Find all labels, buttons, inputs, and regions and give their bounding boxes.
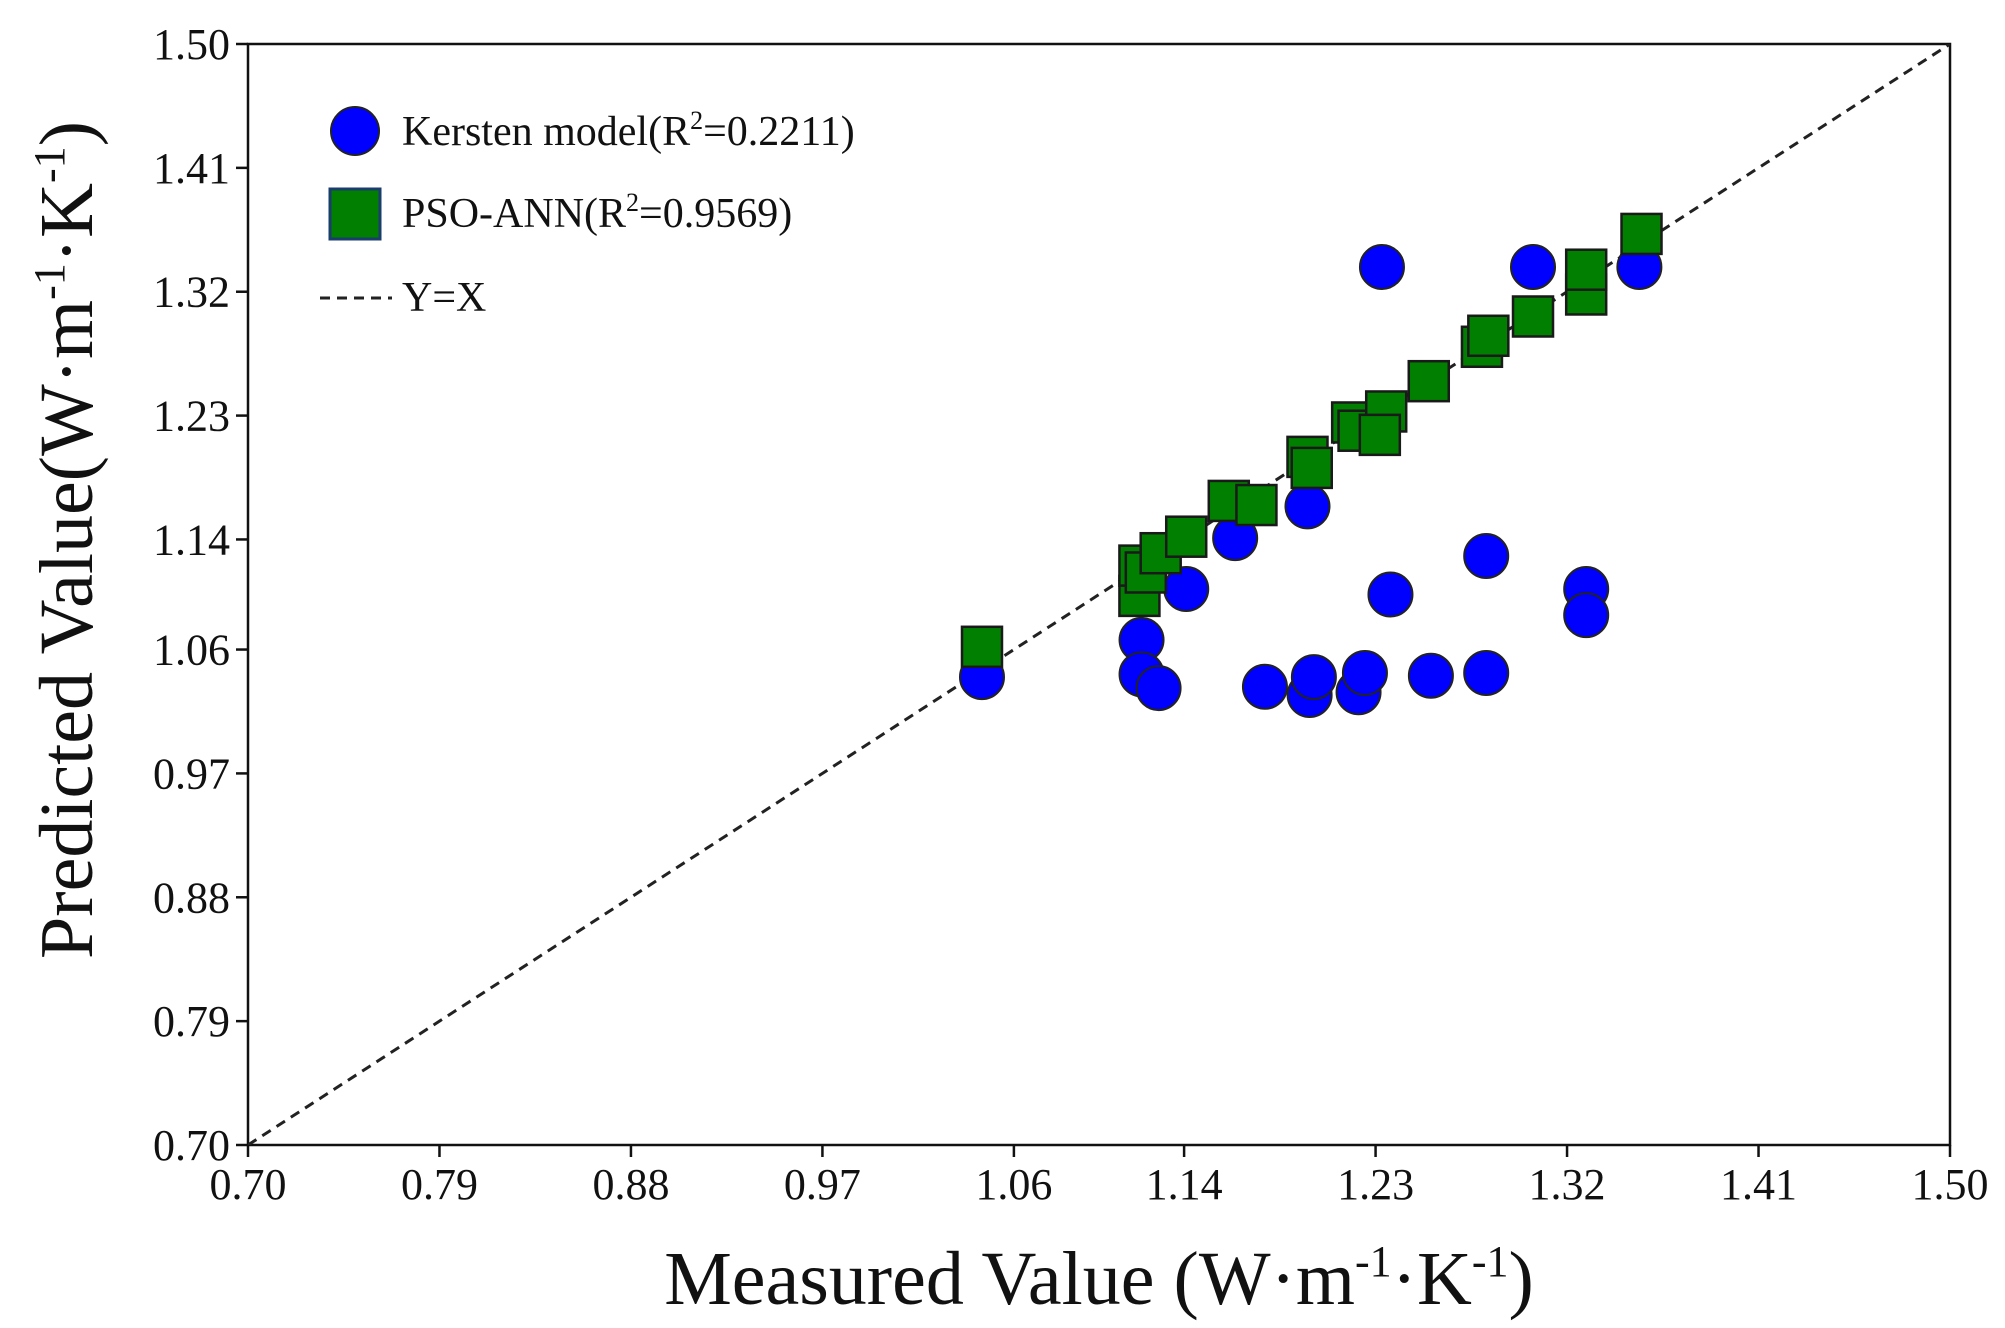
x-tick-label: 0.88: [592, 1160, 669, 1209]
x-tick-label: 0.70: [210, 1160, 287, 1209]
kersten-model-series: [958, 243, 1663, 718]
legend-label-pso-ann: PSO-ANN(R2=0.9569): [402, 188, 792, 237]
pso-ann-point: [1358, 413, 1402, 457]
x-axis-title: Measured Value (W·m-1·K-1): [664, 1237, 1534, 1321]
y-tick-label: 1.32: [153, 268, 230, 317]
y-tick-label: 0.79: [153, 997, 230, 1046]
x-tick-label: 1.41: [1720, 1160, 1797, 1209]
y-tick-label: 0.70: [153, 1121, 230, 1170]
pso-ann-point: [1620, 212, 1663, 256]
y-axis-title: Predicted Value(W·m-1·K-1): [25, 121, 109, 959]
kersten-point: [1510, 243, 1557, 290]
x-tick-label: 1.50: [1912, 1160, 1989, 1209]
y-axis-ticks: 0.70 0.79 0.88 0.97 1.06 1.14 1.23 1.32 1.41 1.50: [153, 20, 248, 1170]
legend: Kersten model(R2=0.2211) PSO-ANN(R2=0.95…: [320, 106, 855, 321]
plot-frame: [246, 42, 1952, 1147]
kersten-point: [1358, 243, 1405, 290]
pso-ann-series: [960, 212, 1663, 669]
x-tick-label: 0.97: [784, 1160, 861, 1209]
pso-ann-point: [1407, 359, 1451, 403]
kersten-point: [1135, 665, 1182, 712]
pso-ann-point: [960, 625, 1004, 669]
legend-label-kersten: Kersten model(R2=0.2211): [402, 106, 855, 155]
y-tick-label: 1.14: [153, 515, 230, 564]
x-tick-label: 1.32: [1529, 1160, 1606, 1209]
y-tick-label: 0.97: [153, 749, 230, 798]
legend-circle-marker: [330, 106, 380, 156]
kersten-point: [1407, 652, 1454, 699]
kersten-point: [1241, 663, 1288, 710]
x-axis-ticks: 0.70 0.79 0.88 0.97 1.06 1.14 1.23 1.32 1.41 1.50: [210, 1145, 1989, 1209]
y-tick-label: 0.88: [153, 873, 230, 922]
reference-line-y-equals-x: [248, 44, 1950, 1145]
kersten-point: [1290, 654, 1337, 701]
kersten-point: [1341, 649, 1388, 696]
pso-ann-point: [1235, 483, 1278, 527]
pso-ann-point: [1467, 314, 1510, 358]
pso-ann-point: [1564, 248, 1608, 291]
y-tick-label: 1.50: [153, 20, 230, 69]
kersten-point: [1563, 592, 1610, 639]
x-tick-label: 1.06: [975, 1160, 1052, 1209]
y-tick-label: 1.41: [153, 144, 230, 193]
pso-ann-point: [1511, 295, 1555, 338]
y-tick-label: 1.23: [153, 392, 230, 441]
pso-ann-point: [1290, 446, 1333, 490]
y-tick-label: 1.06: [153, 626, 230, 675]
legend-label-y-equals-x: Y=X: [402, 275, 486, 321]
legend-square-marker: [328, 187, 382, 241]
kersten-point: [1463, 649, 1510, 696]
pso-ann-point: [1164, 515, 1208, 558]
x-tick-label: 0.79: [401, 1160, 478, 1209]
kersten-point: [1284, 483, 1331, 530]
x-tick-label: 1.14: [1146, 1160, 1223, 1209]
x-tick-label: 1.23: [1337, 1160, 1414, 1209]
kersten-point: [1463, 532, 1510, 579]
kersten-point: [1367, 571, 1414, 618]
